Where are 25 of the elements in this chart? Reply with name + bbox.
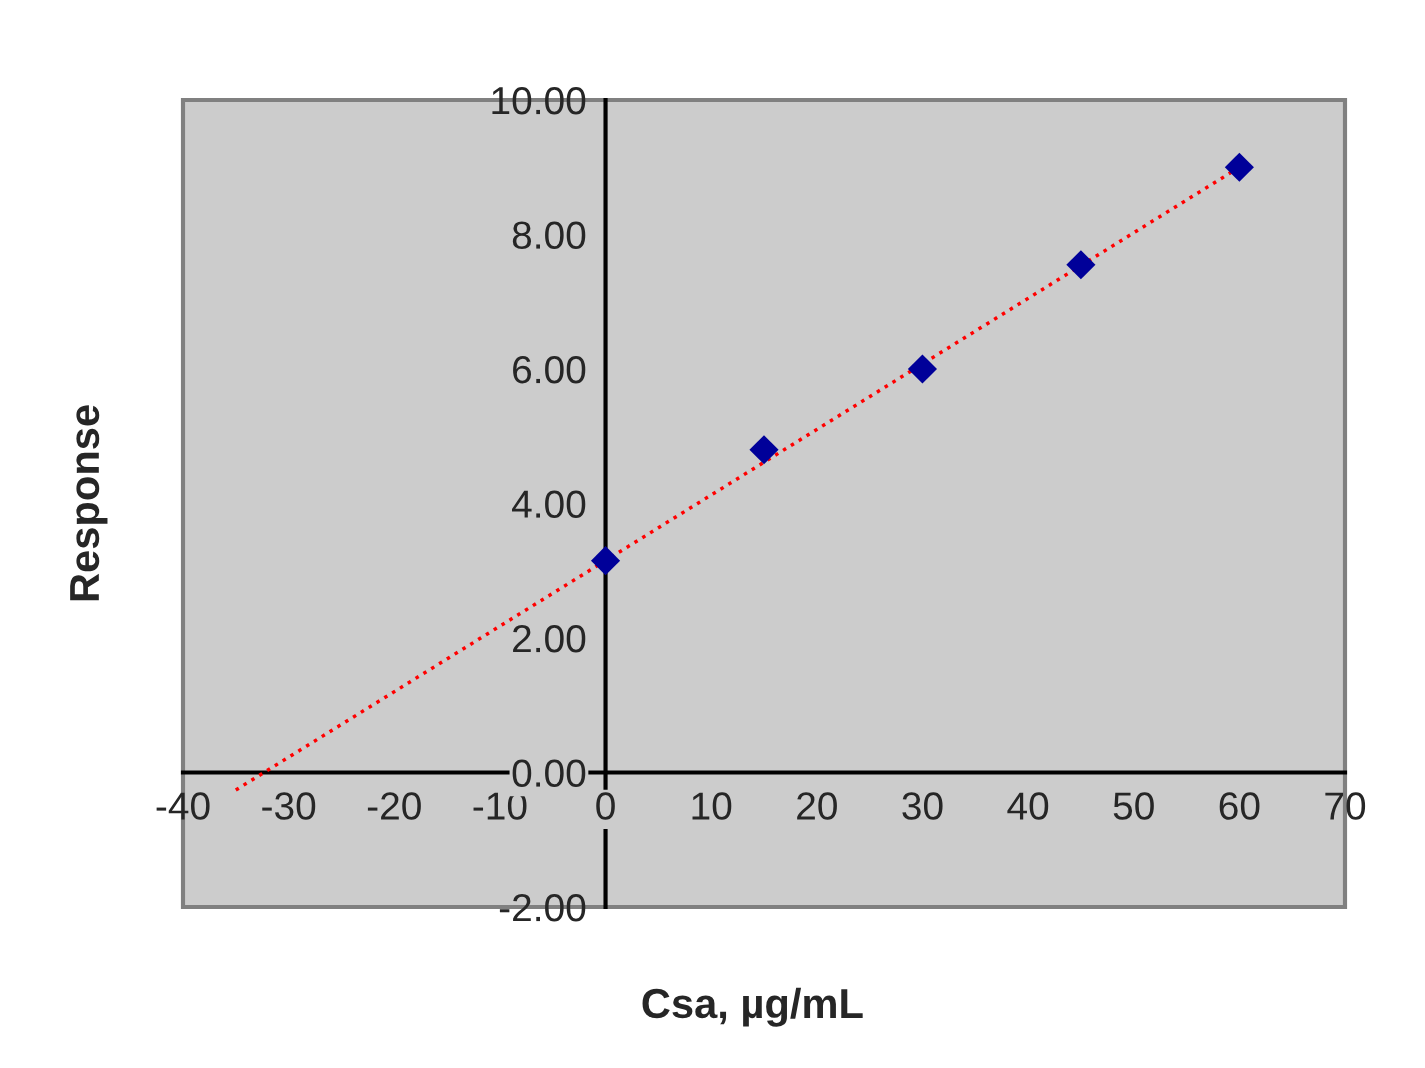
- x-tick-label: -30: [262, 792, 316, 820]
- y-tick-label: 6.00: [513, 355, 586, 384]
- point: [1224, 152, 1254, 182]
- x-tick-label: 40: [1007, 792, 1049, 820]
- x-tick-label: 10: [692, 792, 732, 820]
- x-tick-label: 20: [797, 792, 837, 820]
- point: [590, 546, 621, 576]
- point: [749, 435, 779, 465]
- y-tick-label: 2.00: [513, 624, 586, 653]
- y-tick-label: 0.00: [512, 759, 586, 787]
- x-tick-label: 60: [1219, 792, 1260, 820]
- x-tick-label: 70: [1325, 792, 1366, 820]
- x-tick-label: -40: [156, 792, 210, 820]
- point: [1066, 250, 1096, 280]
- point: [907, 354, 938, 384]
- x-axis-title: Csa, µg/mL: [642, 987, 863, 1027]
- x-tick-label: 0: [596, 792, 615, 820]
- y-tick-label: -2.00: [499, 893, 586, 922]
- x-tick-label: -20: [367, 792, 421, 820]
- y-tick-label: 4.00: [512, 490, 586, 518]
- y-tick-label: 8.00: [512, 221, 586, 249]
- y-axis-title: Response: [70, 405, 108, 601]
- x-tick-label: 30: [902, 792, 943, 820]
- y-tick-label: 10.00: [492, 86, 586, 115]
- x-tick-label: 50: [1113, 792, 1154, 820]
